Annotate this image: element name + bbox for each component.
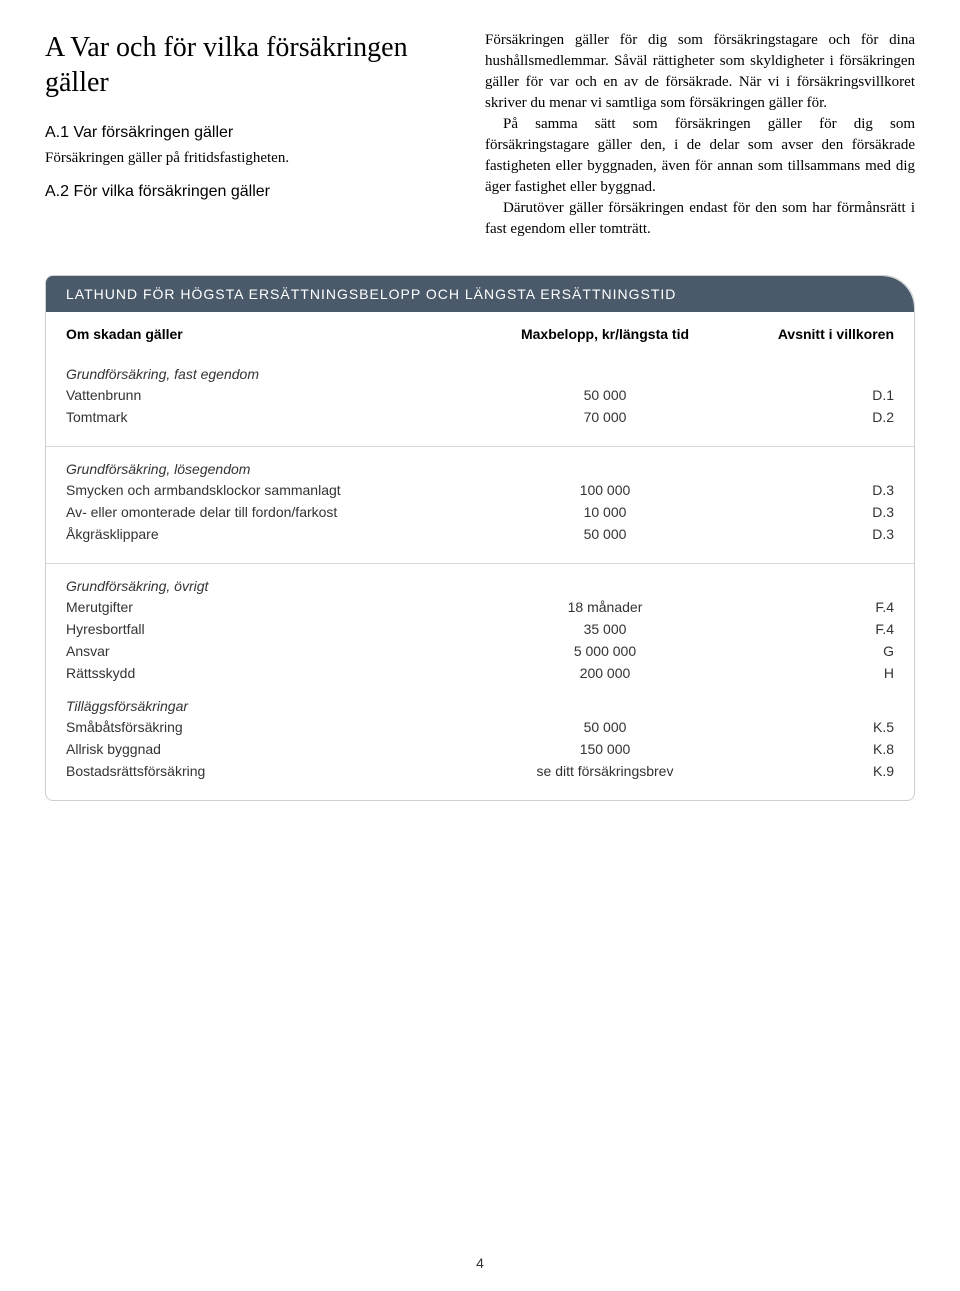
right-column: Försäkringen gäller för dig som försäkri… <box>485 30 915 240</box>
subsection-a1-title: A.1 Var försäkringen gäller <box>45 124 445 142</box>
section-heading-a: A Var och för vilka försäkringen gäller <box>45 30 445 100</box>
row-reference: K.8 <box>744 741 894 757</box>
row-value: 50 000 <box>466 719 744 735</box>
row-label: Bostadsrättsförsäkring <box>66 763 466 779</box>
row-reference: K.5 <box>744 719 894 735</box>
table-row: Smycken och armbandsklockor sammanlagt10… <box>66 479 894 501</box>
table-header-bar: LATHUND FÖR HÖGSTA ERSÄTTNINGSBELOPP OCH… <box>46 276 914 312</box>
table-row: Bostadsrättsförsäkringse ditt försäkring… <box>66 760 894 782</box>
table-group-title: Grundförsäkring, övrigt <box>66 564 894 596</box>
row-label: Vattenbrunn <box>66 387 466 403</box>
table-column-headers: Om skadan gällerMaxbelopp, kr/längsta ti… <box>66 312 894 352</box>
table-content: Om skadan gällerMaxbelopp, kr/längsta ti… <box>46 312 914 800</box>
row-label: Hyresbortfall <box>66 621 466 637</box>
subsection-a1-body: Försäkringen gäller på fritidsfastighete… <box>45 148 445 169</box>
row-reference: D.3 <box>744 482 894 498</box>
row-label: Rättsskydd <box>66 665 466 681</box>
table-row: Av- eller omonterade delar till fordon/f… <box>66 501 894 523</box>
row-reference: D.1 <box>744 387 894 403</box>
table-row: Ansvar5 000 000G <box>66 640 894 662</box>
table-row: Åkgräsklippare50 000D.3 <box>66 523 894 545</box>
row-value: 50 000 <box>466 387 744 403</box>
row-label: Av- eller omonterade delar till fordon/f… <box>66 504 466 520</box>
row-reference: G <box>744 643 894 659</box>
table-row: Merutgifter18 månaderF.4 <box>66 596 894 618</box>
table-row: Vattenbrunn50 000D.1 <box>66 384 894 406</box>
col-header-amount: Maxbelopp, kr/längsta tid <box>466 326 744 342</box>
subsection-a2-title: A.2 För vilka försäkringen gäller <box>45 183 445 201</box>
reference-table-box: LATHUND FÖR HÖGSTA ERSÄTTNINGSBELOPP OCH… <box>45 275 915 801</box>
table-group-title: Grundförsäkring, fast egendom <box>66 352 894 384</box>
two-column-layout: A Var och för vilka försäkringen gäller … <box>45 30 915 240</box>
row-value: 100 000 <box>466 482 744 498</box>
row-reference: K.9 <box>744 763 894 779</box>
row-label: Småbåtsförsäkring <box>66 719 466 735</box>
row-value: 10 000 <box>466 504 744 520</box>
row-value: 5 000 000 <box>466 643 744 659</box>
col-header-section: Avsnitt i villkoren <box>744 326 894 342</box>
table-row: Småbåtsförsäkring50 000K.5 <box>66 716 894 738</box>
row-value: se ditt försäkringsbrev <box>466 763 744 779</box>
right-paragraph-1: Försäkringen gäller för dig som försäkri… <box>485 30 915 114</box>
row-label: Åkgräsklippare <box>66 526 466 542</box>
row-label: Smycken och armbandsklockor sammanlagt <box>66 482 466 498</box>
row-value: 70 000 <box>466 409 744 425</box>
table-row: Rättsskydd200 000H <box>66 662 894 684</box>
row-label: Ansvar <box>66 643 466 659</box>
table-group-title: Grundförsäkring, lösegendom <box>66 447 894 479</box>
left-column: A Var och för vilka försäkringen gäller … <box>45 30 445 240</box>
table-row: Hyresbortfall35 000F.4 <box>66 618 894 640</box>
page-number: 4 <box>0 1255 960 1271</box>
row-value: 200 000 <box>466 665 744 681</box>
row-reference: H <box>744 665 894 681</box>
row-value: 18 månader <box>466 599 744 615</box>
table-row: Tomtmark70 000D.2 <box>66 406 894 428</box>
right-paragraph-3: Därutöver gäller försäkringen endast för… <box>485 198 915 240</box>
row-reference: D.3 <box>744 526 894 542</box>
col-header-subject: Om skadan gäller <box>66 326 466 342</box>
table-row: Allrisk byggnad150 000K.8 <box>66 738 894 760</box>
row-reference: F.4 <box>744 621 894 637</box>
row-reference: D.2 <box>744 409 894 425</box>
row-reference: F.4 <box>744 599 894 615</box>
right-paragraph-2: På samma sätt som försäkringen gäller fö… <box>485 114 915 198</box>
row-label: Merutgifter <box>66 599 466 615</box>
row-value: 50 000 <box>466 526 744 542</box>
row-reference: D.3 <box>744 504 894 520</box>
row-label: Tomtmark <box>66 409 466 425</box>
table-group-title: Tilläggsförsäkringar <box>66 684 894 716</box>
row-label: Allrisk byggnad <box>66 741 466 757</box>
row-value: 35 000 <box>466 621 744 637</box>
row-value: 150 000 <box>466 741 744 757</box>
